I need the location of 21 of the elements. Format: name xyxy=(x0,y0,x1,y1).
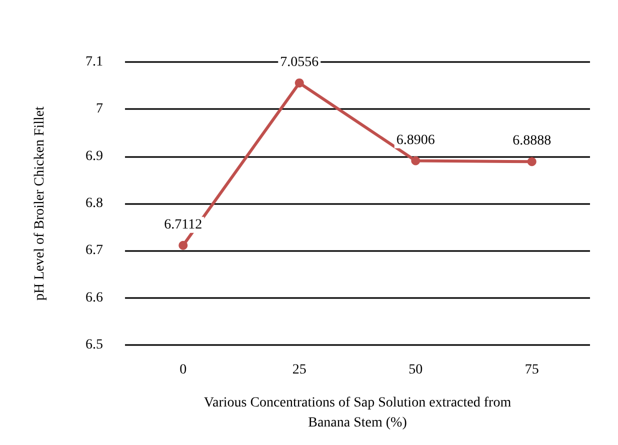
y-tick-label: 6.9 xyxy=(86,148,103,164)
point xyxy=(411,156,420,166)
y-tick-label: 6.7 xyxy=(86,243,103,258)
y-axis-title: pH Level of Broiler Chicken Fillet xyxy=(32,106,48,301)
point xyxy=(294,78,304,88)
data-label: 6.7112 xyxy=(164,217,202,232)
x-tick-label: 75 xyxy=(524,362,539,378)
x-axis-title: Various Concentrations of Sap Solution extracted from Banana Stem (%) xyxy=(204,396,512,430)
data-label: 6.8906 xyxy=(396,132,435,148)
data-label: 7.0556 xyxy=(280,54,319,70)
data-label: 6.8888 xyxy=(512,134,552,149)
y-tick-label: 6.8 xyxy=(86,196,103,211)
x-tick-label: 50 xyxy=(408,362,423,378)
point xyxy=(527,157,536,166)
y-tick-label: 6.5 xyxy=(86,338,103,352)
point xyxy=(178,240,188,250)
x-tick-label: 25 xyxy=(292,362,306,378)
x-tick-label: 0 xyxy=(180,362,187,378)
y-tick-label: 7.1 xyxy=(86,54,103,70)
y-tick-label: 7 xyxy=(96,102,103,117)
y-tick-label: 6.6 xyxy=(86,290,103,306)
